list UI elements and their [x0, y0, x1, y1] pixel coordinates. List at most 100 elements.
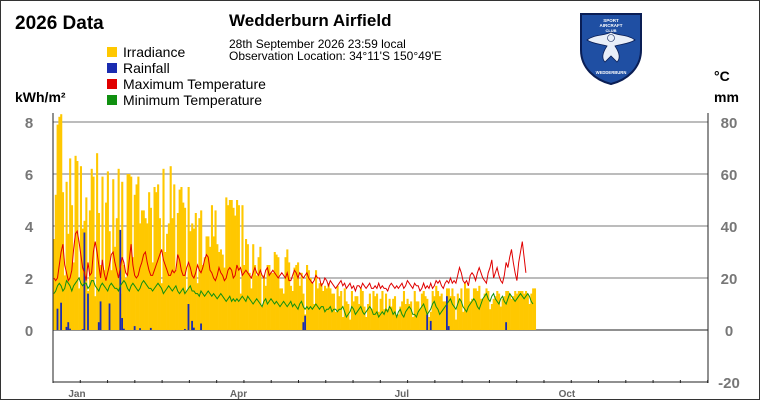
- rainfall-bars: [56, 229, 508, 330]
- x-tick-label: Apr: [230, 389, 247, 399]
- irradiance-bar: [216, 244, 219, 330]
- irradiance-bar: [117, 168, 120, 330]
- irradiance-bar: [523, 293, 526, 330]
- irradiance-bar: [198, 218, 201, 330]
- irradiance-bar: [126, 174, 129, 330]
- irradiance-bar: [128, 174, 131, 330]
- irradiance-bar: [262, 275, 266, 330]
- irradiance-bar: [492, 298, 495, 330]
- x-tick-label: Jul: [395, 389, 410, 399]
- irradiance-bar: [284, 257, 287, 330]
- irradiance-bar: [515, 293, 519, 330]
- y-left-axis-label: kWh/m²: [15, 89, 66, 105]
- irradiance-bar: [401, 301, 404, 330]
- irradiance-bar: [483, 293, 486, 330]
- irradiance-bar: [336, 285, 339, 330]
- irradiance-bar: [252, 244, 255, 330]
- irradiance-bar: [354, 296, 357, 330]
- irradiance-bar: [63, 275, 66, 330]
- irradiance-bar: [318, 283, 321, 330]
- irradiance-bar: [530, 293, 533, 330]
- irradiance-bar: [192, 228, 196, 330]
- irradiance-bar: [171, 218, 174, 330]
- irradiance-bar: [444, 301, 447, 330]
- rainfall-bar: [446, 296, 448, 330]
- rainfall-bar: [304, 315, 307, 330]
- irradiance-bar: [510, 298, 513, 330]
- irradiance-bar: [261, 306, 264, 330]
- rainfall-bar: [56, 308, 59, 330]
- rainfall-bar: [69, 328, 71, 330]
- irradiance-bar: [182, 202, 185, 330]
- rainfall-bar: [187, 304, 190, 330]
- irradiance-bar: [496, 291, 499, 330]
- irradiance-bar: [286, 249, 289, 330]
- irradiance-bar: [447, 288, 450, 330]
- irradiance-bar: [158, 218, 161, 330]
- irradiance-bar: [142, 210, 145, 330]
- rainfall-bar: [139, 328, 141, 330]
- irradiance-bar: [307, 270, 310, 330]
- irradiance-bar: [340, 291, 343, 330]
- rainfall-bar: [67, 322, 70, 330]
- irradiance-bar: [90, 168, 93, 330]
- legend-item-max-temperature: Maximum Temperature: [107, 76, 266, 92]
- rainfall-bar: [99, 301, 102, 330]
- irradiance-bar: [323, 285, 327, 330]
- irradiance-bar: [155, 192, 158, 330]
- y-right-unit-temperature: °C: [714, 68, 730, 84]
- irradiance-bar: [131, 257, 135, 330]
- irradiance-bar: [313, 304, 316, 330]
- irradiance-bar: [246, 244, 249, 330]
- irradiance-bar: [469, 301, 472, 330]
- irradiance-bar: [101, 176, 104, 330]
- irradiance-bar: [241, 205, 244, 330]
- irradiance-bar: [463, 283, 467, 330]
- irradiance-bar: [519, 291, 522, 330]
- irradiance-bar: [363, 306, 366, 330]
- legend-label-max-temperature: Maximum Temperature: [123, 76, 266, 92]
- irradiance-bar: [96, 153, 99, 330]
- irradiance-bar: [374, 296, 377, 330]
- y-right-tick-label: 40: [721, 219, 738, 236]
- irradiance-bar: [255, 275, 258, 330]
- svg-text:AIRCRAFT: AIRCRAFT: [600, 23, 623, 28]
- irradiance-bar: [298, 285, 301, 330]
- irradiance-bar: [505, 291, 508, 330]
- irradiance-bar: [180, 187, 183, 330]
- irradiance-bar: [121, 181, 124, 330]
- irradiance-bar: [293, 267, 296, 330]
- irradiance-bar: [239, 293, 242, 330]
- irradiance-bar: [533, 288, 537, 330]
- y-left-tick-label: 4: [25, 219, 34, 236]
- irradiance-bar: [291, 291, 294, 330]
- irradiance-bar: [65, 181, 68, 330]
- irradiance-bar: [402, 291, 406, 330]
- irradiance-bar: [151, 262, 154, 330]
- irradiance-bar: [201, 265, 205, 330]
- irradiance-bar: [397, 314, 400, 330]
- rainfall-bar: [60, 302, 62, 330]
- irradiance-bar: [67, 233, 70, 330]
- irradiance-bar: [110, 270, 113, 330]
- legend-swatch-max-temperature: [107, 79, 117, 89]
- y-right-tick-label: 60: [721, 167, 738, 184]
- irradiance-bar: [352, 301, 355, 330]
- irradiance-bar: [485, 288, 488, 330]
- observation-datetime: 28th September 2026 23:59 local: [229, 37, 406, 51]
- irradiance-bar: [115, 218, 118, 330]
- legend-label-rainfall: Rainfall: [123, 60, 170, 76]
- rainfall-bar: [192, 327, 195, 330]
- irradiance-bar: [248, 272, 251, 330]
- irradiance-bar: [133, 194, 136, 330]
- irradiance-bar: [160, 283, 163, 330]
- legend-swatch-rainfall: [107, 63, 117, 73]
- irradiance-bar: [386, 309, 389, 330]
- irradiance-bar: [422, 291, 425, 330]
- irradiance-bar: [54, 194, 57, 330]
- irradiance-bar: [462, 311, 465, 330]
- irradiance-bar: [532, 288, 535, 330]
- irradiance-bar: [124, 278, 127, 330]
- svg-text:WEDDERBURN: WEDDERBURN: [596, 70, 627, 75]
